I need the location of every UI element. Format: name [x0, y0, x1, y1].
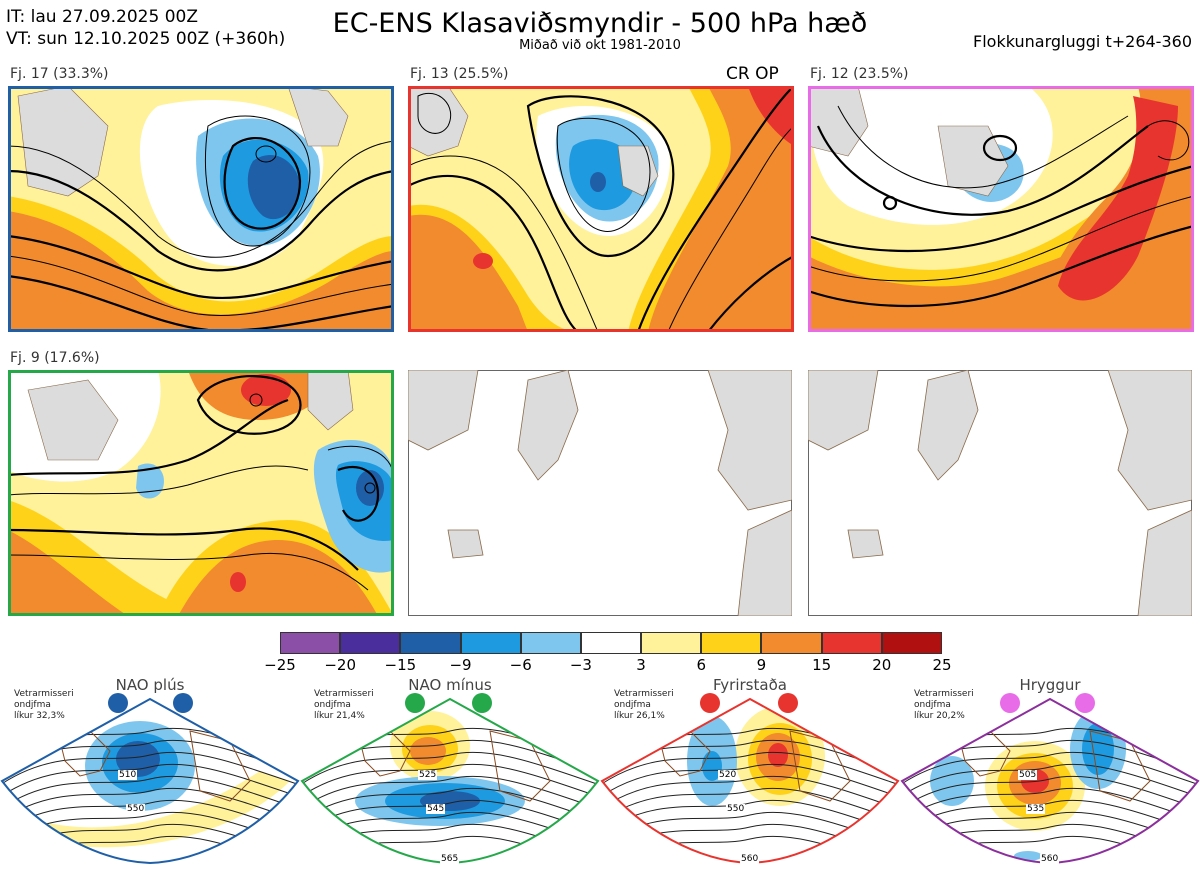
- regime-note-line: ondjfma: [914, 700, 951, 710]
- colorbar-segment: [881, 632, 942, 654]
- regime-note-line: Vetrarmisseri: [14, 689, 74, 699]
- regime-dot: [173, 693, 193, 713]
- regime-title: NAO mínus: [408, 676, 492, 694]
- cluster-map-1: [8, 86, 394, 332]
- regime-title: Fyrirstaða: [713, 676, 787, 694]
- empty-map-2: [808, 370, 1192, 616]
- colorbar-segment: [280, 632, 341, 654]
- cluster-4-label: Fj. 9 (17.6%): [10, 350, 100, 366]
- regime-contour-label: 545: [426, 804, 446, 814]
- regime-note-line: ondjfma: [614, 700, 651, 710]
- regime-contour-label: 565: [440, 854, 460, 864]
- colorbar-tick-label: 6: [696, 656, 707, 674]
- regime-contour-label: 505: [1018, 770, 1038, 780]
- colorbar-segment: [340, 632, 401, 654]
- it-line: IT: lau 27.09.2025 00Z: [6, 7, 198, 27]
- colorbar-segment: [641, 632, 702, 654]
- colorbar-segment: [400, 632, 461, 654]
- cluster-2-label: Fj. 13 (25.5%): [410, 66, 509, 82]
- colorbar-tick-label: −20: [324, 656, 356, 674]
- colorbar-tick-label: −15: [384, 656, 417, 674]
- vt-line: VT: sun 12.10.2025 00Z (+360h): [6, 29, 286, 49]
- regime-note-line: líkur 26,1%: [614, 711, 665, 721]
- cluster-3-label: Fj. 12 (23.5%): [810, 66, 909, 82]
- colorbar-tick-label: 3: [636, 656, 646, 674]
- regime-map: [900, 697, 1200, 865]
- regime-note-line: líkur 21,4%: [314, 711, 365, 721]
- colorbar-tick-label: 9: [756, 656, 767, 674]
- colorbar-tick-label: 25: [932, 656, 952, 674]
- regime-note-line: líkur 32,3%: [14, 711, 65, 721]
- header-times: IT: lau 27.09.2025 00Z VT: sun 12.10.202…: [6, 6, 285, 50]
- regime-map: [300, 697, 600, 865]
- regime-contour-label: 560: [740, 854, 760, 864]
- cluster-map-3: [808, 86, 1194, 332]
- cluster-1-label: Fj. 17 (33.3%): [10, 66, 109, 82]
- regime-dot: [1075, 693, 1095, 713]
- regime-note: Vetrarmisseri ondjfma líkur 26,1%: [614, 689, 674, 722]
- regime-note: Vetrarmisseri ondjfma líkur 21,4%: [314, 689, 374, 722]
- colorbar-segment: [701, 632, 762, 654]
- colorbar-segment: [761, 632, 822, 654]
- regime-contour-label: 520: [718, 770, 738, 780]
- regime-note-line: ondjfma: [314, 700, 351, 710]
- window-label: Flokkunargluggi t+264-360: [973, 32, 1192, 51]
- colorbar-segment: [460, 632, 521, 654]
- page-subtitle: Miðað við okt 1981-2010: [519, 38, 681, 53]
- regime-contour-label: 550: [726, 804, 746, 814]
- colorbar-segment: [520, 632, 581, 654]
- regime-dot: [108, 693, 128, 713]
- regime-dot: [700, 693, 720, 713]
- regime-dot: [1000, 693, 1020, 713]
- colorbar-tick-label: −3: [569, 656, 592, 674]
- cluster-map-2: [408, 86, 794, 332]
- colorbar-tick-label: 20: [872, 656, 892, 674]
- regime-dot: [778, 693, 798, 713]
- regime-title: Hryggur: [1019, 676, 1081, 694]
- cluster-map-4: [8, 370, 394, 616]
- regime-note: Vetrarmisseri ondjfma líkur 20,2%: [914, 689, 974, 722]
- regime-dot: [405, 693, 425, 713]
- regime-note-line: ondjfma: [14, 700, 51, 710]
- regime-note-line: Vetrarmisseri: [914, 689, 974, 699]
- colorbar-tick-label: 15: [812, 656, 832, 674]
- regime-note: Vetrarmisseri ondjfma líkur 32,3%: [14, 689, 74, 722]
- colorbar-segment: [580, 632, 642, 654]
- empty-map-1: [408, 370, 792, 616]
- regime-map: [600, 697, 900, 865]
- regime-note-line: Vetrarmisseri: [314, 689, 374, 699]
- cluster-2-tag: CR OP: [726, 64, 779, 84]
- regime-contour-label: 510: [118, 770, 138, 780]
- regime-note-line: Vetrarmisseri: [614, 689, 674, 699]
- colorbar-tick-label: −25: [264, 656, 296, 674]
- regime-title: NAO plús: [115, 676, 185, 694]
- regime-contour-label: 535: [1026, 804, 1046, 814]
- colorbar-segment: [821, 632, 882, 654]
- regime-note-line: líkur 20,2%: [914, 711, 965, 721]
- colorbar-tick-label: −6: [509, 656, 532, 674]
- regime-contour-label: 560: [1040, 854, 1060, 864]
- page-title: EC-ENS Klasaviðsmyndir - 500 hPa hæð: [332, 8, 868, 39]
- colorbar: [280, 632, 942, 654]
- colorbar-tick-label: −9: [449, 656, 472, 674]
- regime-contour-label: 525: [418, 770, 438, 780]
- regime-contour-label: 550: [126, 804, 146, 814]
- regime-dot: [472, 693, 492, 713]
